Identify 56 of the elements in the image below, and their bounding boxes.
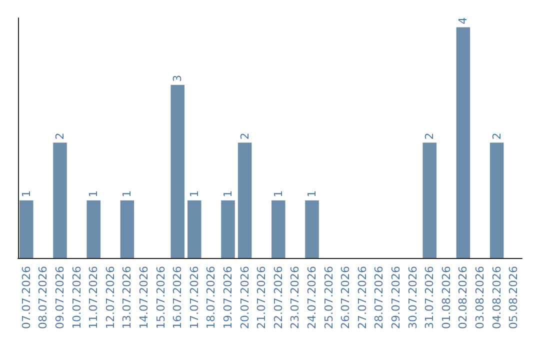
bar xyxy=(53,142,67,258)
bar xyxy=(86,200,100,258)
x-tick-label: 17.07.2026 xyxy=(188,266,201,330)
bar xyxy=(238,142,252,258)
bar xyxy=(221,200,235,258)
x-tick-label: 16.07.2026 xyxy=(171,266,184,330)
x-tick-label: 23.07.2026 xyxy=(288,266,302,330)
x-tick-label: 12.07.2026 xyxy=(104,266,117,330)
bar xyxy=(120,200,134,258)
bar xyxy=(422,142,436,258)
x-tick-label: 05.08.2026 xyxy=(507,266,520,330)
data-label: 2 xyxy=(490,132,504,140)
x-tick-label: 28.07.2026 xyxy=(372,266,386,330)
data-label: 2 xyxy=(423,132,436,140)
x-tick-label: 01.08.2026 xyxy=(440,266,453,330)
x-tick-label: 24.07.2026 xyxy=(306,266,318,330)
x-tick-label: 30.07.2026 xyxy=(406,266,420,330)
data-label: 1 xyxy=(272,190,285,198)
data-label: 2 xyxy=(238,132,252,140)
data-label: 4 xyxy=(456,17,470,24)
data-label: 2 xyxy=(54,132,66,140)
bar xyxy=(170,84,184,258)
x-tick-label: 18.07.2026 xyxy=(204,266,218,330)
x-tick-label: 03.08.2026 xyxy=(474,266,486,330)
x-tick-label: 10.07.2026 xyxy=(70,266,84,330)
x-tick-label: 19.07.2026 xyxy=(222,266,234,330)
x-tick-label: 02.08.2026 xyxy=(456,266,470,330)
bar xyxy=(188,200,202,258)
x-tick-label: 13.07.2026 xyxy=(120,266,134,330)
data-label: 1 xyxy=(87,190,100,198)
x-tick-label: 20.07.2026 xyxy=(238,266,252,330)
data-label: 1 xyxy=(120,190,134,198)
bar xyxy=(490,142,504,258)
data-label: 1 xyxy=(20,190,33,198)
bar xyxy=(272,200,286,258)
x-tick-label: 15.07.2026 xyxy=(154,266,168,330)
bar xyxy=(20,200,34,258)
x-tick-label: 04.08.2026 xyxy=(490,266,504,330)
bar xyxy=(305,200,319,258)
x-tick-label: 21.07.2026 xyxy=(255,266,268,330)
x-tick-label: 29.07.2026 xyxy=(390,266,402,330)
data-label: 1 xyxy=(188,190,201,198)
x-tick-label: 07.07.2026 xyxy=(20,266,33,330)
data-label: 1 xyxy=(222,190,234,198)
x-tick-label: 11.07.2026 xyxy=(87,266,100,330)
x-tick-label: 22.07.2026 xyxy=(272,266,285,330)
data-label: 1 xyxy=(306,190,318,198)
x-tick-label: 25.07.2026 xyxy=(322,266,336,330)
x-tick-label: 09.07.2026 xyxy=(54,266,66,330)
bar xyxy=(456,27,470,258)
x-tick-label: 08.07.2026 xyxy=(36,266,50,330)
x-tick-label: 14.07.2026 xyxy=(138,266,150,330)
x-tick-label: 27.07.2026 xyxy=(356,266,369,330)
data-label: 3 xyxy=(171,74,184,82)
x-tick-label: 26.07.2026 xyxy=(339,266,352,330)
x-tick-label: 31.07.2026 xyxy=(423,266,436,330)
